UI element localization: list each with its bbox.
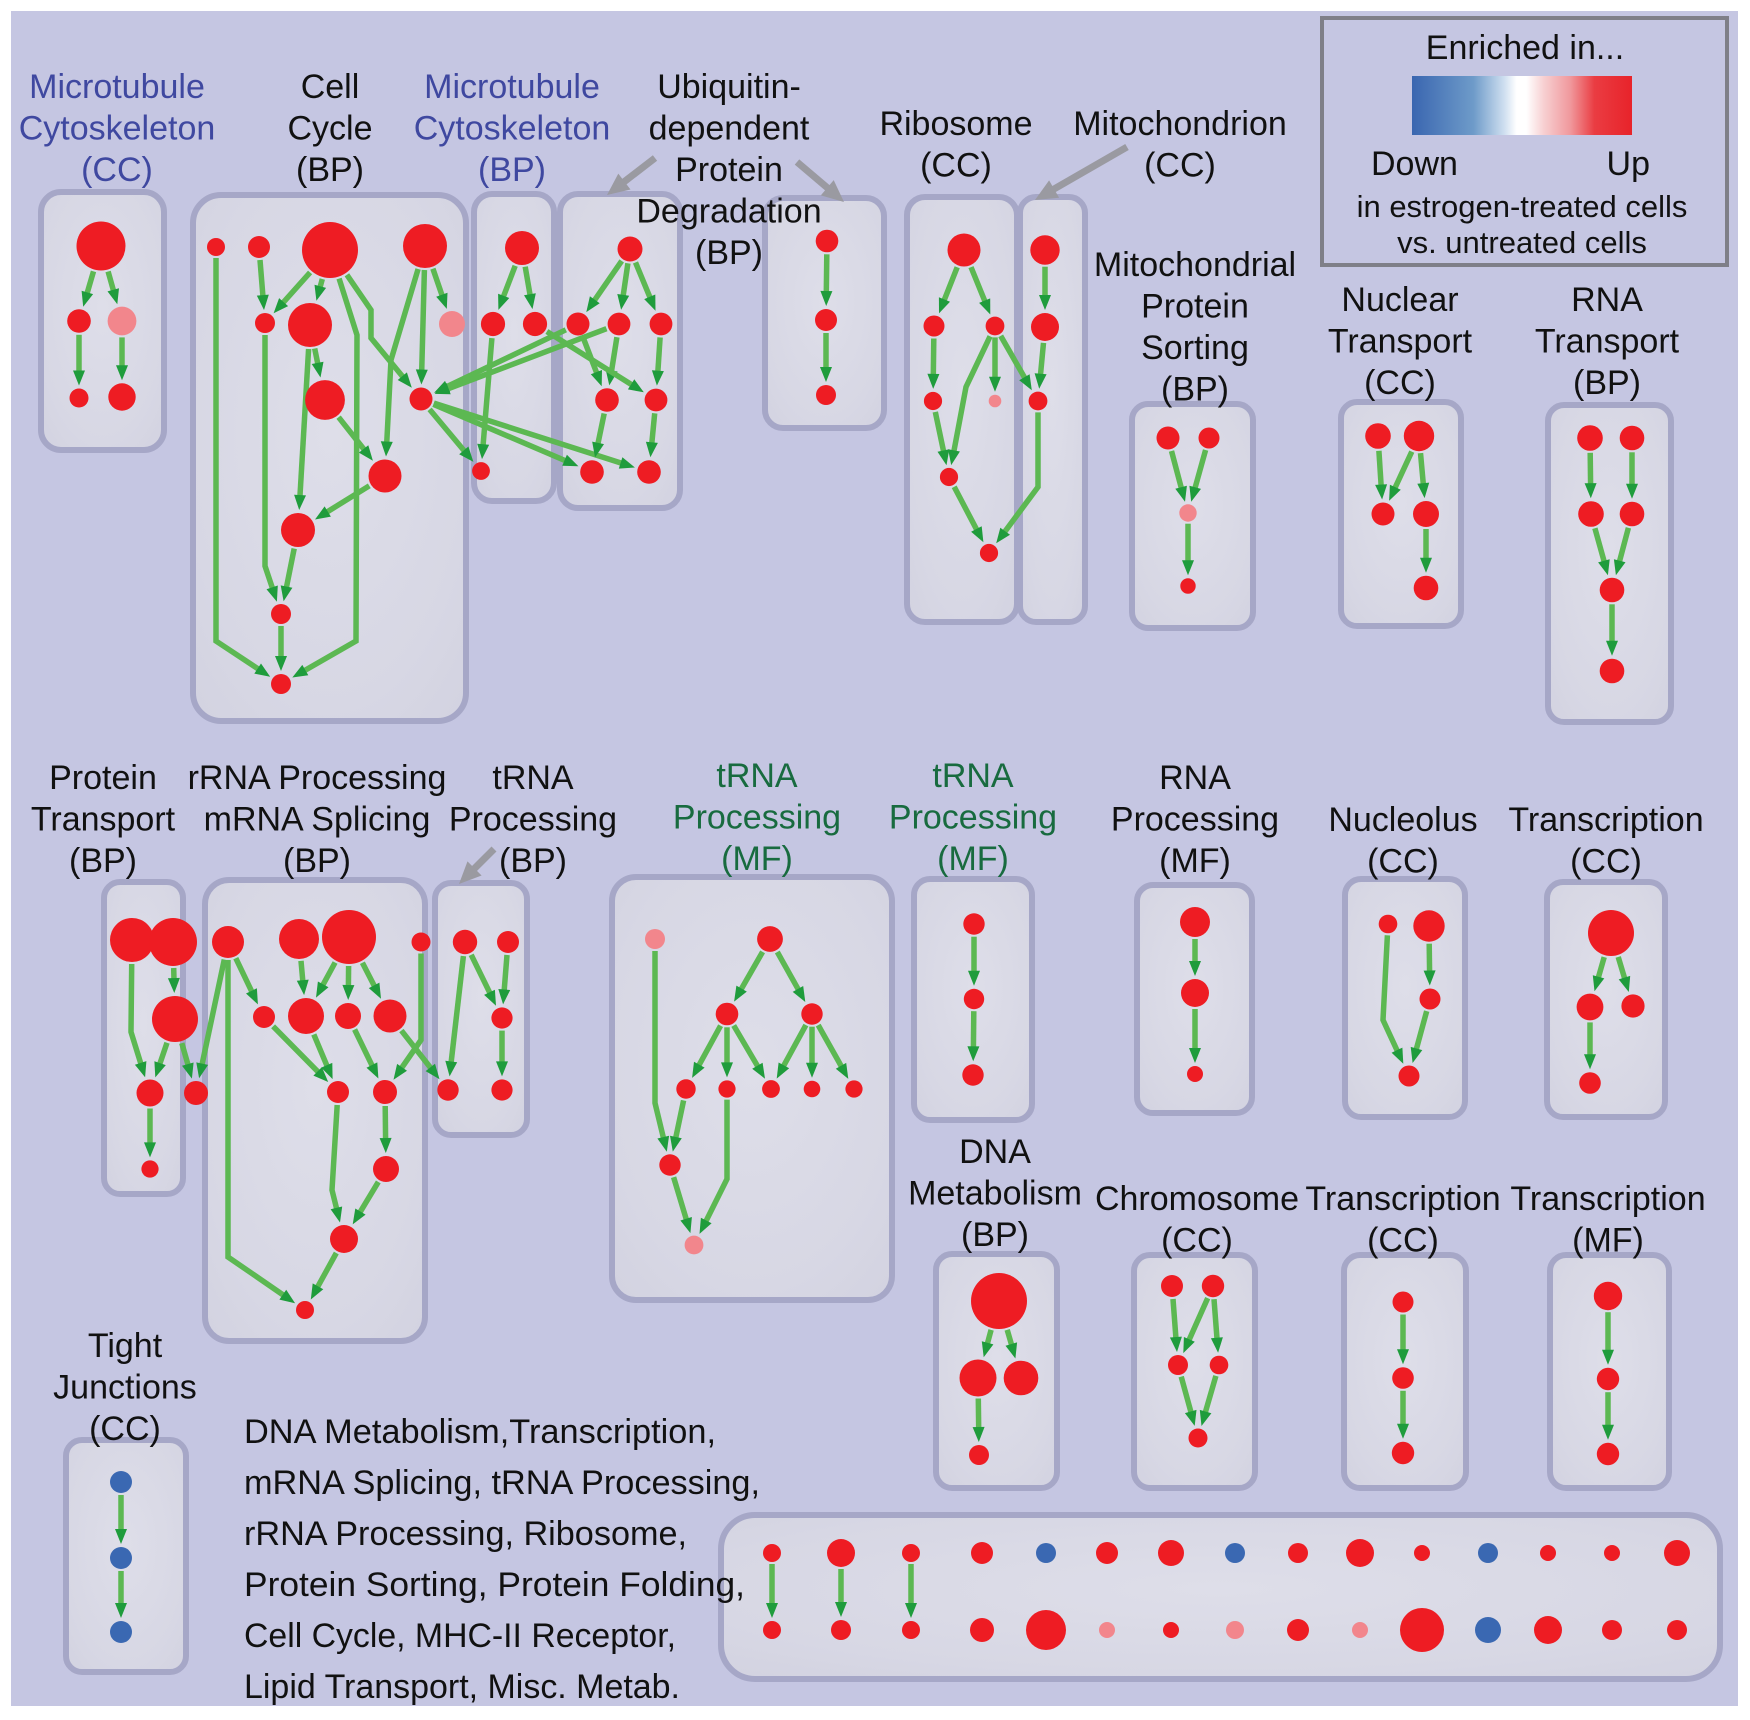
svg-text:in estrogen-treated cells: in estrogen-treated cells — [1357, 189, 1688, 224]
svg-text:rRNA Processing, Ribosome,: rRNA Processing, Ribosome, — [244, 1515, 687, 1553]
svg-text:Enriched in...: Enriched in... — [1426, 29, 1624, 67]
svg-text:Ribosome: Ribosome — [879, 105, 1032, 143]
svg-text:(BP): (BP) — [283, 842, 351, 880]
svg-text:(CC): (CC) — [1367, 1222, 1439, 1260]
svg-text:(BP): (BP) — [69, 842, 137, 880]
svg-text:mRNA Splicing: mRNA Splicing — [204, 801, 431, 839]
svg-text:Cytoskeleton: Cytoskeleton — [414, 110, 611, 148]
svg-text:(BP): (BP) — [296, 151, 364, 189]
svg-text:RNA: RNA — [1159, 759, 1231, 797]
svg-text:(CC): (CC) — [89, 1410, 161, 1448]
svg-text:Sorting: Sorting — [1141, 329, 1249, 367]
svg-text:Cell: Cell — [301, 68, 360, 106]
svg-text:Mitochondrial: Mitochondrial — [1094, 246, 1296, 284]
svg-text:Processing: Processing — [449, 801, 617, 839]
svg-text:Nucleolus: Nucleolus — [1328, 801, 1477, 839]
svg-text:(CC): (CC) — [1367, 843, 1439, 881]
svg-text:Protein: Protein — [1141, 288, 1249, 326]
svg-text:Transport: Transport — [1328, 323, 1473, 361]
svg-text:DNA: DNA — [959, 1133, 1031, 1171]
svg-text:(CC): (CC) — [920, 147, 992, 185]
svg-text:Transcription: Transcription — [1305, 1180, 1500, 1218]
svg-text:Chromosome: Chromosome — [1095, 1180, 1299, 1218]
svg-text:Microtubule: Microtubule — [29, 68, 205, 106]
svg-text:(BP): (BP) — [695, 234, 763, 272]
svg-text:Processing: Processing — [889, 799, 1057, 837]
svg-text:(BP): (BP) — [1573, 364, 1641, 402]
svg-text:tRNA: tRNA — [932, 757, 1014, 795]
svg-text:(BP): (BP) — [961, 1216, 1029, 1254]
svg-text:Protein: Protein — [49, 759, 157, 797]
svg-text:Lipid Transport, Misc. Metab.: Lipid Transport, Misc. Metab. — [244, 1668, 680, 1706]
svg-text:(BP): (BP) — [1161, 371, 1229, 409]
svg-text:(CC): (CC) — [81, 151, 153, 189]
svg-text:Processing: Processing — [673, 799, 841, 837]
svg-text:(MF): (MF) — [721, 840, 793, 878]
svg-text:(CC): (CC) — [1161, 1222, 1233, 1260]
svg-text:(MF): (MF) — [1572, 1222, 1644, 1260]
svg-text:rRNA Processing: rRNA Processing — [188, 759, 447, 797]
svg-text:tRNA: tRNA — [492, 759, 574, 797]
svg-text:Transcription: Transcription — [1508, 801, 1703, 839]
svg-text:(BP): (BP) — [478, 151, 546, 189]
svg-text:(MF): (MF) — [1159, 842, 1231, 880]
svg-text:Junctions: Junctions — [53, 1369, 197, 1407]
svg-text:Mitochondrion: Mitochondrion — [1073, 105, 1287, 143]
svg-text:Degradation: Degradation — [636, 193, 821, 231]
svg-text:Transcription: Transcription — [1510, 1180, 1705, 1218]
svg-text:Ubiquitin-: Ubiquitin- — [657, 68, 801, 106]
svg-text:(CC): (CC) — [1144, 147, 1216, 185]
svg-text:DNA Metabolism,Transcription,: DNA Metabolism,Transcription, — [244, 1413, 716, 1451]
svg-text:dependent: dependent — [649, 110, 810, 148]
svg-text:(CC): (CC) — [1364, 364, 1436, 402]
svg-text:Metabolism: Metabolism — [908, 1175, 1082, 1213]
svg-text:Cytoskeleton: Cytoskeleton — [19, 110, 216, 148]
svg-text:Up: Up — [1607, 145, 1650, 183]
svg-text:RNA: RNA — [1571, 281, 1643, 319]
svg-text:vs. untreated cells: vs. untreated cells — [1397, 225, 1647, 260]
svg-text:Transport: Transport — [1535, 323, 1680, 361]
svg-text:mRNA Splicing, tRNA Processing: mRNA Splicing, tRNA Processing, — [244, 1464, 760, 1502]
svg-text:Tight: Tight — [88, 1327, 163, 1365]
svg-text:Protein: Protein — [675, 151, 783, 189]
svg-text:Microtubule: Microtubule — [424, 68, 600, 106]
svg-text:(BP): (BP) — [499, 842, 567, 880]
svg-text:tRNA: tRNA — [716, 757, 798, 795]
svg-text:Cell Cycle, MHC-II Receptor,: Cell Cycle, MHC-II Receptor, — [244, 1617, 676, 1655]
svg-text:Nuclear: Nuclear — [1341, 281, 1458, 319]
svg-text:(MF): (MF) — [937, 840, 1009, 878]
svg-text:Down: Down — [1371, 145, 1458, 183]
svg-text:Processing: Processing — [1111, 801, 1279, 839]
svg-text:Protein Sorting, Protein Foldi: Protein Sorting, Protein Folding, — [244, 1566, 745, 1604]
svg-text:Cycle: Cycle — [287, 110, 372, 148]
svg-text:(CC): (CC) — [1570, 843, 1642, 881]
svg-text:Transport: Transport — [31, 801, 176, 839]
